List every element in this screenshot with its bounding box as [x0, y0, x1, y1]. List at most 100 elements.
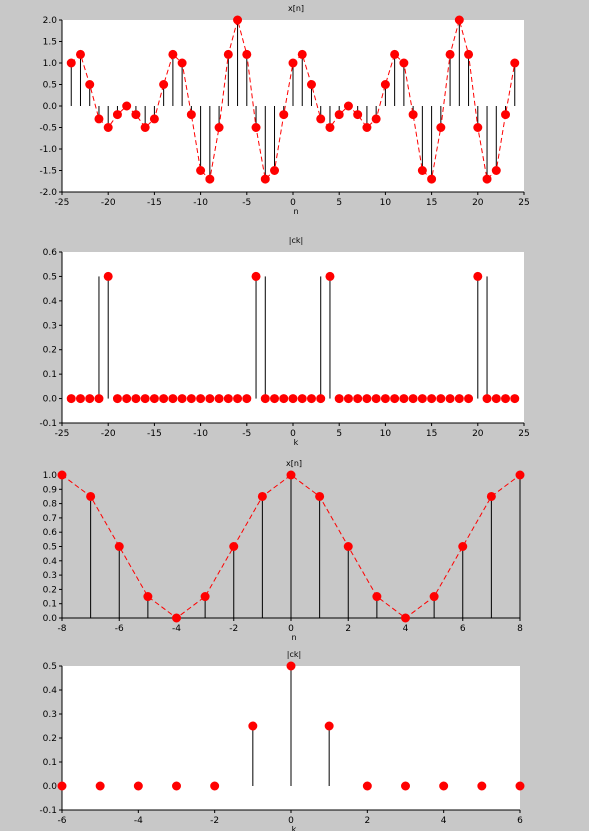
data-point [75, 394, 85, 404]
x-tick-label: 6 [517, 816, 523, 826]
data-point [417, 394, 427, 404]
x-tick-label: 0 [290, 198, 296, 208]
y-tick-label: 0.3 [43, 321, 57, 331]
data-point [316, 394, 326, 404]
x-tick-label: 6 [460, 624, 466, 634]
chart-4: -0.1 0.0 0.1 0.2 0.3 0.4 0.5 -6 -4 -2 0 2 4 6 |ck| k [39, 650, 525, 831]
data-point [186, 110, 196, 120]
x-tick-label: -15 [147, 198, 162, 208]
y-tick-label: -2.0 [39, 188, 57, 198]
data-point [306, 394, 316, 404]
data-point [177, 58, 187, 68]
x-tick-label: -8 [58, 624, 67, 634]
data-point [362, 781, 372, 791]
chart-title: x[n] [286, 459, 302, 468]
data-point [380, 394, 390, 404]
x-tick-label: 0 [290, 429, 296, 439]
data-point [436, 123, 446, 132]
data-point [372, 592, 382, 602]
y-tick-label: -1.5 [39, 167, 57, 177]
x-tick-label: -6 [115, 624, 124, 634]
x-tick-label: 20 [472, 429, 484, 439]
data-point [473, 271, 483, 281]
y-tick-label: 0.1 [43, 758, 57, 768]
y-tick-label: -0.5 [39, 124, 57, 134]
x-axis-label: n [291, 633, 296, 642]
x-tick-label: 0 [288, 816, 294, 826]
data-point [324, 721, 334, 731]
data-point [94, 394, 104, 404]
data-point [168, 394, 178, 404]
data-point [210, 781, 220, 791]
x-tick-label: -2 [229, 624, 238, 634]
x-tick-label: -5 [242, 198, 251, 208]
data-point [491, 166, 501, 175]
data-point [196, 394, 206, 404]
x-tick-label: 0 [288, 624, 294, 634]
x-tick-label: 5 [336, 198, 342, 208]
x-tick-label: -10 [193, 198, 208, 208]
data-point [306, 80, 316, 89]
y-tick-label: 0.5 [43, 662, 57, 672]
data-point [159, 394, 169, 404]
data-point [343, 394, 353, 404]
y-tick-label: 0.0 [43, 395, 58, 405]
data-point [112, 394, 122, 404]
data-point [286, 470, 296, 480]
data-point [257, 491, 267, 501]
data-point [172, 781, 181, 791]
data-point [515, 781, 525, 791]
data-point [140, 123, 150, 132]
data-point [362, 123, 372, 132]
data-point [196, 166, 206, 175]
data-point [458, 542, 468, 551]
data-point [491, 394, 501, 404]
chart-title: |ck| [289, 236, 303, 245]
x-tick-label: 4 [441, 816, 447, 826]
data-point [297, 394, 307, 404]
data-point [95, 781, 105, 791]
x-tick-label: 25 [518, 198, 529, 208]
data-point [260, 394, 270, 404]
data-point [122, 101, 132, 111]
data-point [122, 394, 132, 404]
data-point [200, 592, 210, 602]
data-point [270, 166, 280, 175]
data-point [429, 592, 439, 602]
data-point [223, 394, 233, 404]
data-point [143, 592, 153, 602]
y-tick-label: 0.8 [43, 500, 58, 510]
data-point [473, 123, 483, 132]
x-tick-label: -4 [172, 624, 181, 634]
data-point [343, 542, 353, 551]
data-point [214, 123, 224, 132]
data-point [279, 394, 289, 404]
y-tick-label: 0.4 [43, 686, 58, 696]
data-point [112, 110, 122, 120]
data-point [251, 271, 261, 281]
data-point [279, 110, 289, 120]
data-point [205, 174, 215, 184]
y-tick-label: 0.1 [43, 370, 57, 380]
data-point [477, 781, 487, 791]
data-point [251, 123, 261, 132]
y-tick-label: 0.4 [43, 557, 58, 567]
y-tick-label: 0.5 [43, 543, 57, 553]
y-tick-label: 0.6 [43, 248, 58, 258]
data-point [427, 174, 437, 184]
x-tick-label: -2 [210, 816, 219, 826]
x-tick-label: 5 [336, 429, 342, 439]
data-point [316, 114, 326, 124]
data-point [186, 394, 196, 404]
data-point [315, 491, 325, 501]
data-point [371, 114, 381, 124]
data-point [103, 123, 113, 132]
data-point [177, 394, 187, 404]
data-point [380, 80, 390, 89]
y-tick-label: 1.0 [43, 471, 58, 481]
y-tick-label: 0.2 [43, 346, 57, 356]
data-point [75, 49, 85, 59]
x-axis-label: n [293, 207, 298, 216]
y-tick-label: -1.0 [39, 145, 57, 155]
